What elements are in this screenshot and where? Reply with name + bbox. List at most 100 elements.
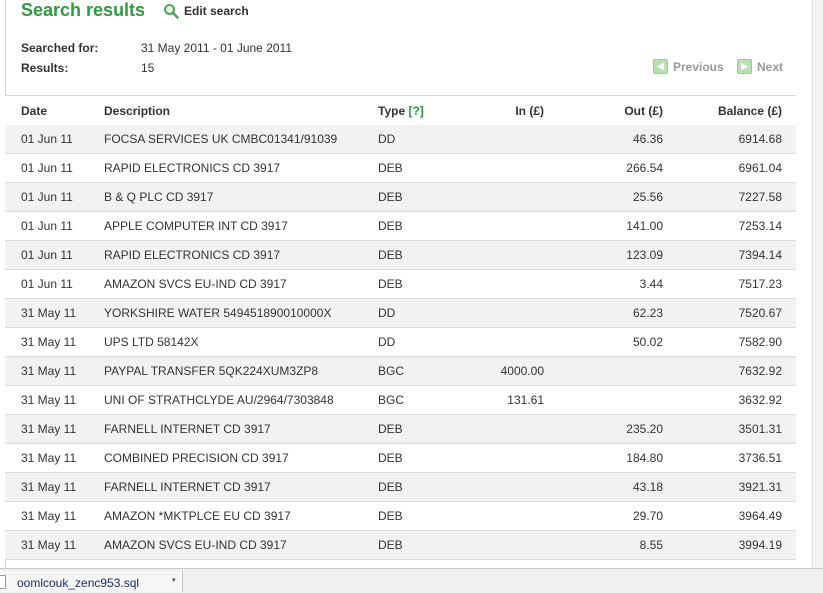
cell-type: BGC xyxy=(378,364,405,378)
cell-description: AMAZON *MKTPLCE EU CD 3917 xyxy=(104,509,291,523)
cell-date: 31 May 11 xyxy=(21,393,77,407)
table-row: 31 May 11 COMBINED PRECISION CD 3917 DEB 18… xyxy=(5,444,796,473)
cell-description: UNI OF STRATHCLYDE AU/2964/7303848 xyxy=(104,393,334,407)
edit-search-link[interactable]: Edit search xyxy=(163,3,249,19)
download-item[interactable]: oomlcouk_zenc953.sql ▾ xyxy=(0,571,183,592)
table-row: 01 Jun 11 RAPID ELECTRONICS CD 3917 DEB 123… xyxy=(5,241,796,270)
cell-out: 50.02 xyxy=(632,335,663,349)
cell-type: DD xyxy=(378,132,396,146)
cell-out: 235.20 xyxy=(626,422,663,436)
cell-balance: 3994.19 xyxy=(738,538,782,552)
arrow-right-icon: ▶ xyxy=(737,59,752,74)
cell-out: 29.70 xyxy=(632,509,663,523)
search-icon xyxy=(164,4,179,19)
transactions-table: 01 Jun 11 FOCSA SERVICES UK CMBC01341/910… xyxy=(5,125,796,560)
cell-balance: 6914.68 xyxy=(738,132,782,146)
cell-type: DD xyxy=(378,306,396,320)
cell-type: DEB xyxy=(378,509,403,523)
table-row: 01 Jun 11 RAPID ELECTRONICS CD 3917 DEB 266… xyxy=(5,154,796,183)
next-label: Next xyxy=(757,59,784,74)
cell-out: 25.56 xyxy=(632,190,663,204)
cell-out: 141.00 xyxy=(626,219,663,233)
cell-out: 3.44 xyxy=(639,277,663,291)
cell-type: DEB xyxy=(378,422,403,436)
table-row: 31 May 11 AMAZON SVCS EU-IND CD 3917 DEB 8.… xyxy=(5,531,796,560)
cell-description: PAYPAL TRANSFER 5QK224XUM3ZP8 xyxy=(104,364,319,378)
chevron-down-icon[interactable]: ▾ xyxy=(172,577,176,584)
previous-button[interactable]: ◀ Previous xyxy=(653,59,724,74)
results-count: 15 xyxy=(141,61,155,75)
edit-search-label: Edit search xyxy=(184,4,249,18)
table-row: 31 May 11 UNI OF STRATHCLYDE AU/2964/7303… xyxy=(5,386,796,415)
cell-type: DEB xyxy=(378,190,403,204)
cell-balance: 3501.31 xyxy=(738,422,782,436)
cell-balance: 3736.51 xyxy=(738,451,782,465)
scrollbar[interactable] xyxy=(812,0,823,568)
cell-date: 01 Jun 11 xyxy=(21,219,73,233)
cell-date: 01 Jun 11 xyxy=(21,161,73,175)
cell-balance: 7632.92 xyxy=(738,364,782,378)
next-button[interactable]: ▶ Next xyxy=(737,59,783,74)
column-header-out: Out (£) xyxy=(624,104,663,118)
cell-balance: 3921.31 xyxy=(738,480,782,494)
cell-description: COMBINED PRECISION CD 3917 xyxy=(104,451,289,465)
table-row: 31 May 11 PAYPAL TRANSFER 5QK224XUM3ZP8 BG… xyxy=(5,357,796,386)
column-header-date: Date xyxy=(21,104,48,118)
cell-balance: 6961.04 xyxy=(738,161,782,175)
cell-out: 62.23 xyxy=(632,306,663,320)
cell-date: 01 Jun 11 xyxy=(21,277,73,291)
download-file-name: oomlcouk_zenc953.sql xyxy=(17,576,140,590)
cell-description: B & Q PLC CD 3917 xyxy=(104,190,214,204)
table-row: 31 May 11 UPS LTD 58142X DD 50.02 7582.90 xyxy=(5,328,796,357)
cell-balance: 3964.49 xyxy=(738,509,782,523)
cell-date: 31 May 11 xyxy=(21,480,77,494)
cell-description: AMAZON SVCS EU-IND CD 3917 xyxy=(104,277,287,291)
cell-type: DEB xyxy=(378,161,403,175)
searched-for-value: 31 May 2011 - 01 June 2011 xyxy=(141,41,292,55)
table-row: 31 May 11 AMAZON *MKTPLCE EU CD 3917 DEB 29… xyxy=(5,502,796,531)
table-row: 01 Jun 11 APPLE COMPUTER INT CD 3917 DEB 14… xyxy=(5,212,796,241)
cell-description: FOCSA SERVICES UK CMBC01341/91039 xyxy=(104,132,338,146)
cell-date: 31 May 11 xyxy=(21,451,77,465)
cell-type: DEB xyxy=(378,248,403,262)
cell-in: 131.61 xyxy=(507,393,544,407)
cell-description: FARNELL INTERNET CD 3917 xyxy=(104,480,271,494)
arrow-left-icon: ◀ xyxy=(653,59,668,74)
cell-balance: 7520.67 xyxy=(738,306,782,320)
file-icon xyxy=(0,575,6,589)
cell-balance: 7517.23 xyxy=(738,277,782,291)
cell-date: 31 May 11 xyxy=(21,538,77,552)
cell-balance: 7394.14 xyxy=(738,248,782,262)
cell-balance: 3632.92 xyxy=(738,393,782,407)
searched-for-label: Searched for: xyxy=(21,41,99,55)
table-header: Date Description Type [?] In (£) Out (£)… xyxy=(5,95,796,126)
cell-out: 46.36 xyxy=(632,132,663,146)
type-header-label: Type xyxy=(378,104,406,118)
table-row: 01 Jun 11 B & Q PLC CD 3917 DEB 25.56 7227.5… xyxy=(5,183,796,212)
column-header-description: Description xyxy=(104,104,171,118)
column-header-type: Type [?] xyxy=(378,104,424,118)
cell-out: 8.55 xyxy=(639,538,663,552)
table-row: 01 Jun 11 AMAZON SVCS EU-IND CD 3917 DEB 3.… xyxy=(5,270,796,299)
cell-balance: 7253.14 xyxy=(738,219,782,233)
results-label: Results: xyxy=(21,61,69,75)
cell-out: 184.80 xyxy=(626,451,663,465)
cell-date: 31 May 11 xyxy=(21,306,77,320)
cell-date: 01 Jun 11 xyxy=(21,132,73,146)
cell-balance: 7227.58 xyxy=(738,190,782,204)
download-bar: oomlcouk_zenc953.sql ▾ xyxy=(0,568,823,593)
column-header-in: In (£) xyxy=(515,104,544,118)
cell-out: 266.54 xyxy=(626,161,663,175)
cell-type: DEB xyxy=(378,277,403,291)
cell-description: RAPID ELECTRONICS CD 3917 xyxy=(104,248,281,262)
cell-date: 31 May 11 xyxy=(21,335,77,349)
type-help-link[interactable]: [?] xyxy=(408,104,424,118)
page-title: Search results xyxy=(21,0,146,20)
cell-description: FARNELL INTERNET CD 3917 xyxy=(104,422,271,436)
cell-type: DEB xyxy=(378,538,403,552)
cell-out: 43.18 xyxy=(632,480,663,494)
cell-type: DEB xyxy=(378,480,403,494)
table-row: 31 May 11 FARNELL INTERNET CD 3917 DEB 235.… xyxy=(5,415,796,444)
cell-type: DEB xyxy=(378,451,403,465)
column-header-balance: Balance (£) xyxy=(717,104,782,118)
